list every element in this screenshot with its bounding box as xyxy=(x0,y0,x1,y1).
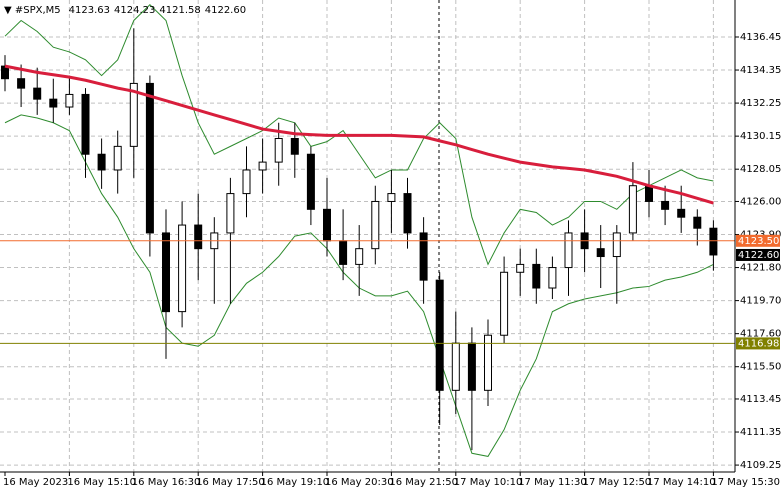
bollinger-upper xyxy=(4,4,714,266)
candle-body xyxy=(97,153,106,171)
candle-body xyxy=(500,271,509,336)
y-tick-label: 4109.25 xyxy=(740,460,781,471)
price-label-box xyxy=(736,234,780,247)
candle-body xyxy=(596,248,605,258)
moving-average xyxy=(4,64,714,205)
y-tick-label: 4119.70 xyxy=(740,296,781,307)
price-label-box xyxy=(736,248,780,261)
candle-body xyxy=(17,78,26,89)
grid xyxy=(0,0,735,472)
x-tick-label: 17 May 11:30 xyxy=(518,477,587,488)
y-tick-label: 4115.50 xyxy=(740,362,781,373)
x-tick-label: 16 May 19:10 xyxy=(261,477,330,488)
symbol: #SPX,M5 xyxy=(15,5,61,16)
price-label: 4123.50 xyxy=(738,236,779,247)
candle-body xyxy=(548,267,557,289)
x-tick-label: 17 May 14:10 xyxy=(647,477,716,488)
candle-body xyxy=(145,82,154,234)
candle-body xyxy=(323,208,331,242)
axes: 4136.45 4134.35 4132.25 4130.15 4128.05 4126.… xyxy=(3,32,781,488)
y-tick-label: 4117.60 xyxy=(740,329,781,340)
candle-body xyxy=(484,334,492,391)
x-tick-label: 17 May 15:30 xyxy=(711,477,780,488)
x-tick-label: 16 May 2023 xyxy=(3,477,68,488)
x-tick-label: 16 May 16:30 xyxy=(132,477,201,488)
candle-body xyxy=(194,224,203,250)
x-tick-label: 16 May 15:10 xyxy=(67,477,136,488)
y-tick-label: 4134.35 xyxy=(740,65,781,76)
candle-body xyxy=(467,342,476,391)
price-label-box xyxy=(736,337,780,350)
y-tick-label: 4126.00 xyxy=(740,196,781,207)
candle-body xyxy=(451,342,460,391)
candle-body xyxy=(516,263,525,273)
y-tick-label: 4121.80 xyxy=(740,263,781,274)
candle-body xyxy=(306,153,315,210)
candle-body xyxy=(81,93,90,155)
candle-body xyxy=(387,193,396,202)
candle-body xyxy=(645,185,653,202)
y-tick-label: 4113.45 xyxy=(740,394,781,405)
candle-body xyxy=(628,185,637,234)
candle-body xyxy=(258,161,267,171)
x-tick-label: 16 May 20:30 xyxy=(325,477,394,488)
candle-body xyxy=(178,224,187,313)
info-low: 4121.58 xyxy=(159,5,200,16)
candle-body xyxy=(290,137,299,155)
price-label: 4116.98 xyxy=(738,338,779,349)
x-tick-label: 16 May 17:50 xyxy=(196,477,265,488)
info-high: 4124.23 xyxy=(114,5,155,16)
candle-body xyxy=(403,193,412,234)
candle-body xyxy=(226,193,235,234)
candle-body xyxy=(113,145,122,171)
candle-body xyxy=(709,227,718,256)
x-tick-label: 17 May 12:50 xyxy=(583,477,652,488)
candle-body xyxy=(532,263,541,289)
candle-body xyxy=(371,200,380,250)
y-tick-label: 4130.15 xyxy=(740,131,781,142)
candle-body xyxy=(677,208,686,218)
candle-body xyxy=(339,240,348,265)
plot xyxy=(0,4,735,457)
candle-body xyxy=(129,82,138,147)
menu-arrow: ▼ xyxy=(4,5,15,16)
candle-body xyxy=(435,279,444,391)
candle-body xyxy=(242,169,251,195)
y-tick-label: 4136.45 xyxy=(740,32,781,43)
candle-body xyxy=(693,216,702,229)
x-tick-label: 17 May 10:10 xyxy=(454,477,523,488)
candle-body xyxy=(274,137,283,163)
candle-body xyxy=(33,87,42,100)
y-tick-label: 4132.25 xyxy=(740,98,781,109)
candle-body xyxy=(355,248,364,265)
candle-body xyxy=(49,98,58,108)
header: ▼ #SPX,M5 4123.63 4124.23 4121.58 4122.60 xyxy=(4,5,246,16)
candle-body xyxy=(661,200,670,210)
info-close: 4122.60 xyxy=(205,5,246,16)
candle-body xyxy=(612,232,621,258)
x-tick-label: 16 May 21:50 xyxy=(389,477,458,488)
candle-body xyxy=(419,232,428,281)
candle-body xyxy=(564,232,573,269)
y-tick-label: 4128.05 xyxy=(740,164,781,175)
y-tick-label: 4111.35 xyxy=(740,427,781,438)
candle-body xyxy=(162,232,170,313)
price-label: 4122.60 xyxy=(738,250,779,261)
info-open: 4123.63 xyxy=(69,5,110,16)
candle-body xyxy=(65,93,74,108)
